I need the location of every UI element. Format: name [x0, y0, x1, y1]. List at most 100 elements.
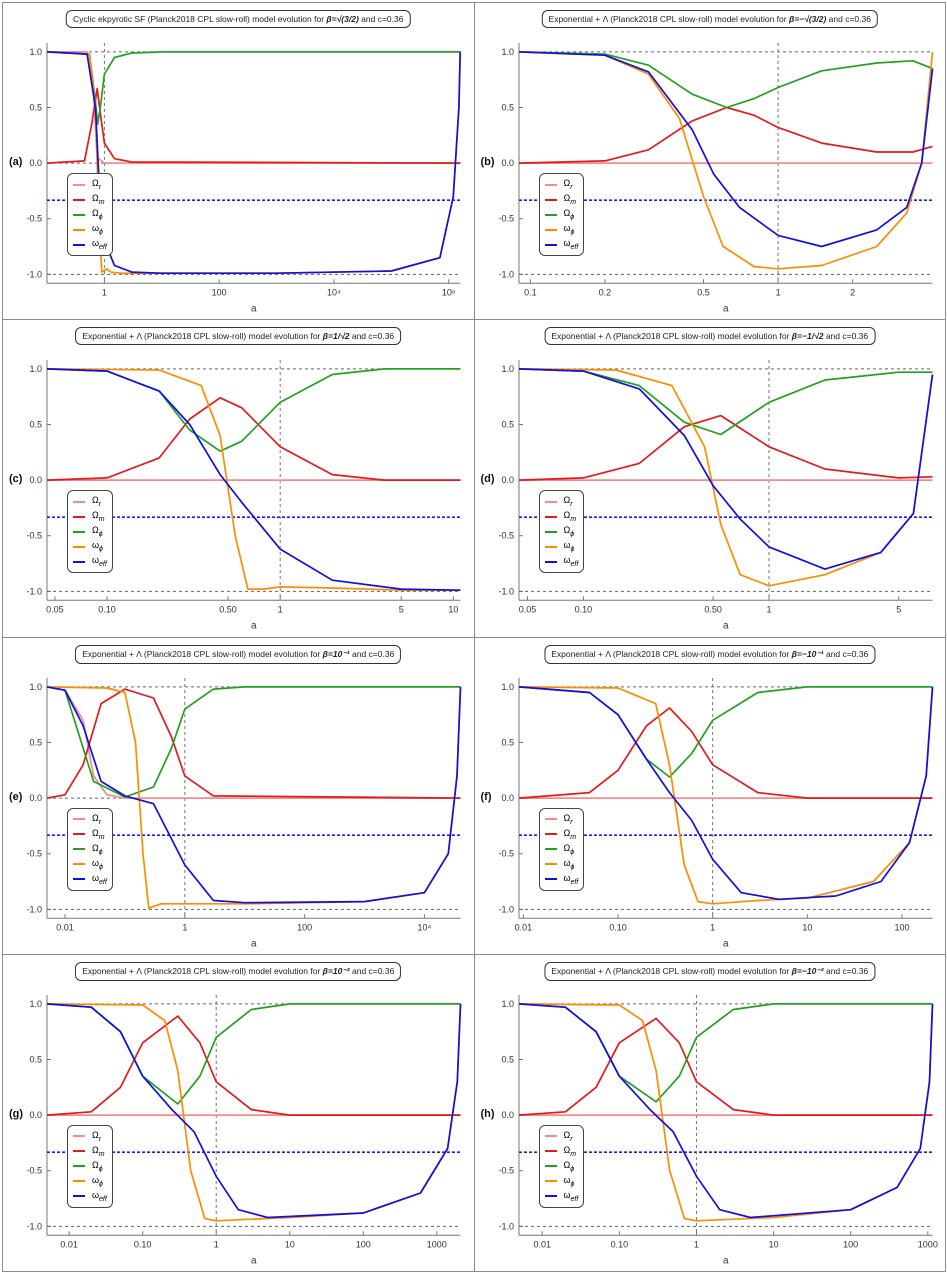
x-tick-label: 1000	[917, 1239, 937, 1249]
legend: Ωr Ωm Ωϕ ωϕ ωeff	[67, 490, 113, 574]
chart-title: Exponential + Λ (Planck2018 CPL slow-rol…	[75, 327, 402, 346]
plot-f: -1.0 -0.5 0.0 0.5 1.0 0.01 0.10 1 10 100 a	[498, 677, 933, 949]
legend-label: ωeff	[563, 872, 579, 886]
legend-item: ωeff	[544, 237, 578, 252]
x-tick-label: 100	[843, 1239, 858, 1249]
y-tick-label: -1.0	[26, 587, 42, 597]
legend-swatch	[544, 833, 557, 836]
x-tick-label: 0.2	[598, 287, 611, 297]
y-tick-label: -0.5	[26, 214, 42, 224]
title-text: Exponential + Λ (Planck2018 CPL slow-rol…	[548, 14, 789, 24]
title-text: Exponential + Λ (Planck2018 CPL slow-rol…	[82, 648, 323, 659]
x-tick-label: 1	[775, 287, 780, 297]
x-tick-label: 0.10	[574, 605, 592, 615]
legend-item: Ωϕ	[544, 207, 579, 222]
legend-item: ωϕ	[544, 1174, 579, 1189]
legend-item: ωeff	[544, 872, 579, 887]
title-c: and c=0.36	[358, 14, 404, 24]
legend-label: ωeff	[92, 1189, 107, 1203]
title-beta: β=10⁻¹	[322, 648, 350, 659]
legend-item: ωeff	[73, 554, 107, 569]
x-axis-label: a	[722, 938, 728, 949]
title-beta: β=1/√2	[322, 331, 350, 342]
panel-d: -1.0 -0.5 0.0 0.5 1.0 0.05 0.10 0.50 1 5 a Exponent…	[473, 319, 946, 638]
y-tick-label: 0.5	[29, 103, 42, 113]
legend-swatch	[544, 500, 557, 503]
legend-label: ωϕ	[563, 1174, 575, 1188]
title-beta: β=√(3/2)	[326, 14, 359, 24]
title-beta: β=−10⁻¹	[791, 648, 824, 659]
legend-swatch	[544, 848, 557, 851]
y-tick-label: -0.5	[498, 848, 514, 858]
panel-e: -1.0 -0.5 0.0 0.5 1.0 0.01 1 100 10⁴ a Exponential…	[2, 636, 475, 955]
x-tick-label: 1	[766, 605, 771, 615]
series-ωeff	[518, 685, 933, 900]
title-c: and c=0.36	[349, 648, 395, 659]
legend-swatch	[73, 183, 85, 186]
x-tick-label: 1	[278, 605, 283, 615]
y-tick-label: 1.0	[501, 999, 514, 1009]
legend-item: ωϕ	[544, 222, 579, 237]
title-c: and c=0.36	[823, 965, 869, 976]
series-Ωr	[46, 685, 461, 799]
series-Ωm	[46, 87, 461, 164]
legend-label: ωϕ	[92, 857, 103, 871]
legend-label: Ωϕ	[563, 525, 575, 539]
legend-label: Ωr	[92, 178, 102, 192]
x-tick-label: 5	[399, 605, 404, 615]
series-Ωm	[518, 106, 933, 164]
legend-label: Ωm	[563, 1144, 577, 1158]
y-tick-label: 0.5	[501, 1054, 514, 1064]
legend-label: Ωr	[563, 1129, 573, 1143]
legend-swatch	[544, 1150, 557, 1153]
y-tick-label: -1.0	[498, 269, 514, 279]
x-tick-label: 1	[182, 922, 187, 932]
legend: Ωr Ωm Ωϕ ωϕ ωeff	[67, 1124, 113, 1208]
x-tick-label: 1	[214, 1239, 219, 1249]
legend-label: ωϕ	[92, 1174, 103, 1188]
series-Ωφ	[46, 685, 461, 798]
y-tick-label: -1.0	[26, 904, 42, 914]
panel-label: (g)	[9, 1107, 24, 1120]
legend-swatch	[544, 1195, 557, 1198]
x-tick-label: 10	[285, 1239, 295, 1249]
x-tick-label: 100	[212, 287, 227, 297]
legend-label: Ωr	[92, 1129, 102, 1143]
legend-label: ωϕ	[92, 540, 103, 554]
y-tick-label: 0.0	[501, 793, 514, 803]
legend-item: Ωϕ	[544, 524, 579, 539]
y-tick-label: 0.5	[501, 737, 514, 747]
x-tick-label: 0.10	[134, 1239, 152, 1249]
legend-label: Ωr	[92, 812, 102, 826]
legend-item: Ωϕ	[73, 842, 107, 857]
legend-swatch	[544, 863, 557, 866]
y-tick-label: -1.0	[498, 904, 514, 914]
panel-f: -1.0 -0.5 0.0 0.5 1.0 0.01 0.10 1 10 100 a Exponent…	[473, 636, 946, 955]
x-axis-label: a	[251, 938, 257, 949]
plot-b: -1.0 -0.5 0.0 0.5 1.0 0.1 0.2 0.5 1 2 a	[498, 43, 933, 314]
y-tick-label: 1.0	[29, 999, 42, 1009]
legend-item: Ωm	[544, 1144, 579, 1159]
series-Ωm	[46, 1015, 461, 1116]
legend-item: Ωϕ	[73, 207, 107, 222]
legend-swatch	[73, 515, 85, 518]
legend: Ωr Ωm Ωϕ ωϕ ωeff	[538, 490, 585, 574]
y-tick-label: -0.5	[26, 531, 42, 541]
legend-label: Ωϕ	[92, 842, 103, 856]
legend-item: Ωm	[73, 1144, 107, 1159]
x-tick-label: 10	[802, 922, 812, 932]
chart-title: Exponential + Λ (Planck2018 CPL slow-rol…	[541, 10, 878, 28]
legend-item: ωϕ	[73, 539, 107, 554]
legend-label: Ωm	[92, 193, 105, 207]
x-tick-label: 10	[448, 605, 458, 615]
legend-label: Ωm	[92, 827, 105, 841]
legend-label: Ωr	[563, 495, 573, 509]
title-c: and c=0.36	[823, 648, 869, 659]
legend-swatch	[73, 833, 85, 836]
legend-swatch	[544, 818, 557, 821]
x-tick-label: 1	[693, 1239, 698, 1249]
y-tick-label: 0.5	[29, 1054, 42, 1064]
y-tick-label: 1.0	[501, 47, 514, 57]
legend-swatch	[73, 878, 85, 881]
x-tick-label: 5	[896, 605, 901, 615]
